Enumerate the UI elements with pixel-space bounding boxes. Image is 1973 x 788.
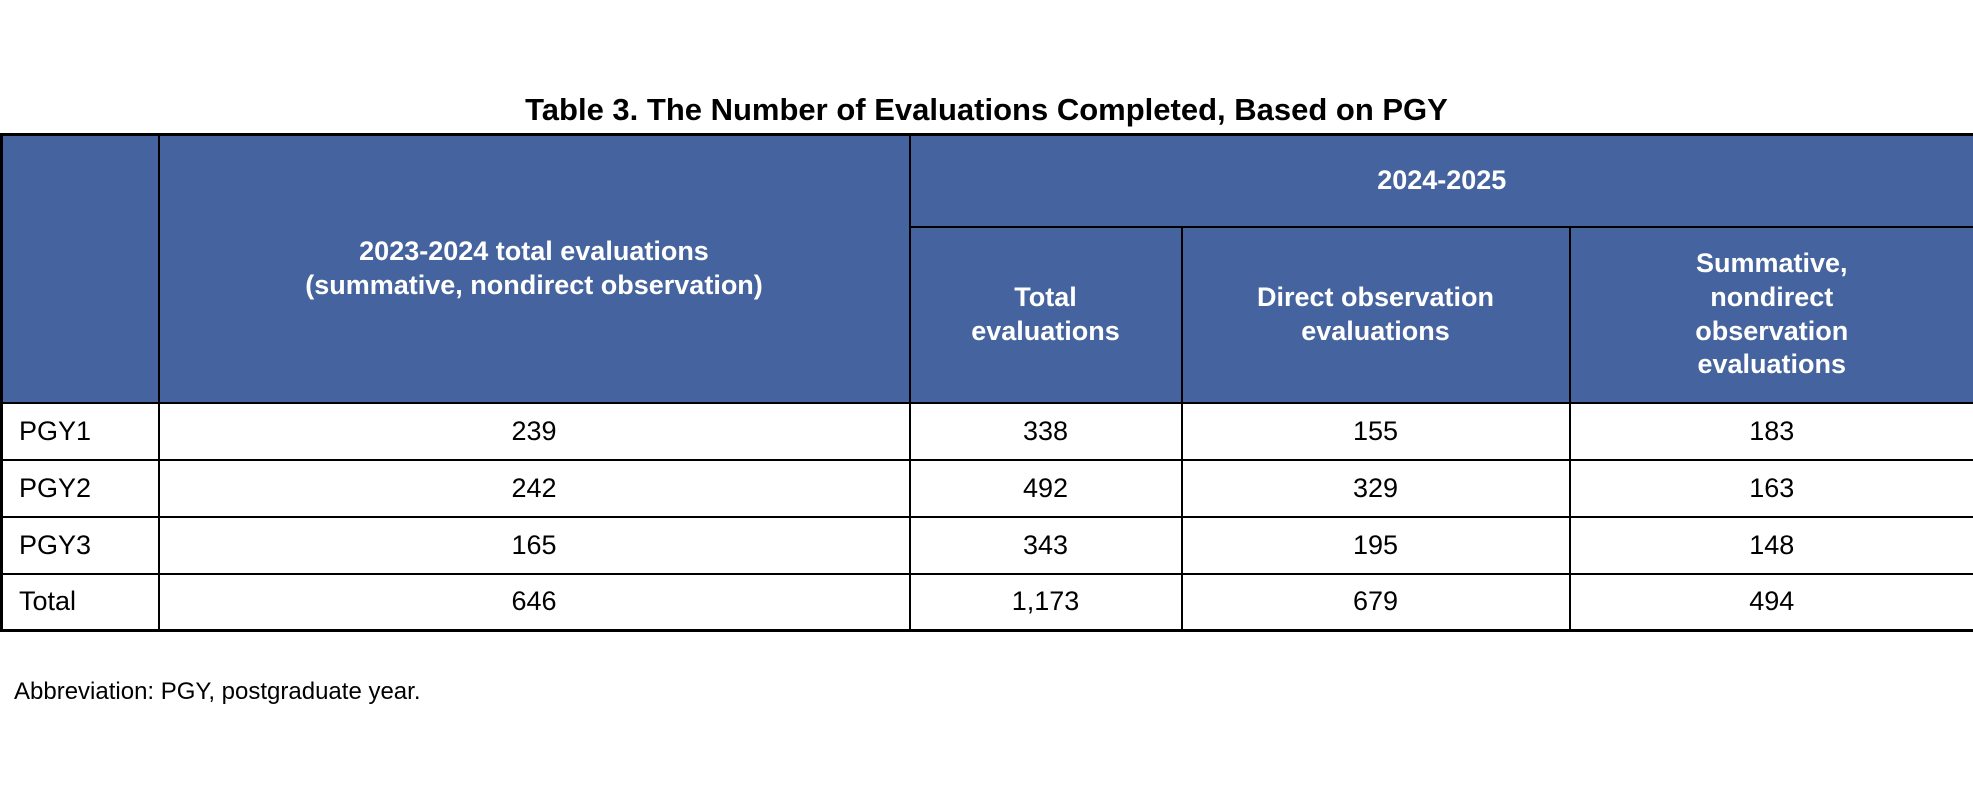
- cell-total-summative: 494: [1568, 572, 1973, 632]
- cell-pgy2-summative: 163: [1568, 458, 1973, 518]
- header-row-group: 2023-2024 total evaluations (summative, …: [0, 133, 1973, 404]
- column-header-summative-nondirect: Summative, nondirect observation evaluat…: [1568, 225, 1973, 404]
- table-title: Table 3. The Number of Evaluations Compl…: [525, 92, 1448, 127]
- cell-total-2023-total: 646: [157, 572, 911, 632]
- column-header-total-evaluations: Total evaluations: [908, 225, 1183, 404]
- table-row-pgy2: PGY2 242 492 329 163: [0, 458, 1973, 518]
- cell-total-total: 1,173: [908, 572, 1183, 632]
- cell-pgy3-summative: 148: [1568, 515, 1973, 575]
- row-label-pgy2: PGY2: [0, 458, 160, 518]
- header-row-sub: Total evaluations Direct observation eva…: [2, 225, 1973, 404]
- column-group-header-2024-2025: 2024-2025: [908, 133, 1973, 228]
- row-label-pgy3: PGY3: [0, 515, 160, 575]
- table-row-pgy1: PGY1 239 338 155 183: [0, 401, 1973, 461]
- cell-pgy3-direct: 195: [1180, 515, 1571, 575]
- table-row-total: Total 646 1,173 679 494: [0, 572, 1973, 632]
- cell-pgy1-total: 338: [908, 401, 1183, 461]
- row-label-pgy1: PGY1: [0, 401, 160, 461]
- table-header: 2023-2024 total evaluations (summative, …: [0, 133, 1973, 404]
- corner-cell: [0, 133, 160, 404]
- cell-pgy2-2023-total: 242: [157, 458, 911, 518]
- row-label-total: Total: [0, 572, 160, 632]
- column-header-2023-2024-total: 2023-2024 total evaluations (summative, …: [157, 133, 911, 404]
- abbreviation-footnote: Abbreviation: PGY, postgraduate year.: [14, 678, 421, 706]
- cell-pgy2-direct: 329: [1180, 458, 1571, 518]
- table-row-pgy3: PGY3 165 343 195 148: [0, 515, 1973, 575]
- evaluations-table: 2023-2024 total evaluations (summative, …: [0, 133, 1973, 633]
- cell-pgy2-total: 492: [908, 458, 1183, 518]
- cell-pgy3-2023-total: 165: [157, 515, 911, 575]
- cell-pgy1-direct: 155: [1180, 401, 1571, 461]
- column-header-direct-observation: Direct observation evaluations: [1180, 225, 1571, 404]
- cell-total-direct: 679: [1180, 572, 1571, 632]
- cell-pgy3-total: 343: [908, 515, 1183, 575]
- cell-pgy1-2023-total: 239: [157, 401, 911, 461]
- cell-pgy1-summative: 183: [1568, 401, 1973, 461]
- table-body: PGY1 239 338 155 183 PGY2 242 492 329 16…: [0, 401, 1973, 632]
